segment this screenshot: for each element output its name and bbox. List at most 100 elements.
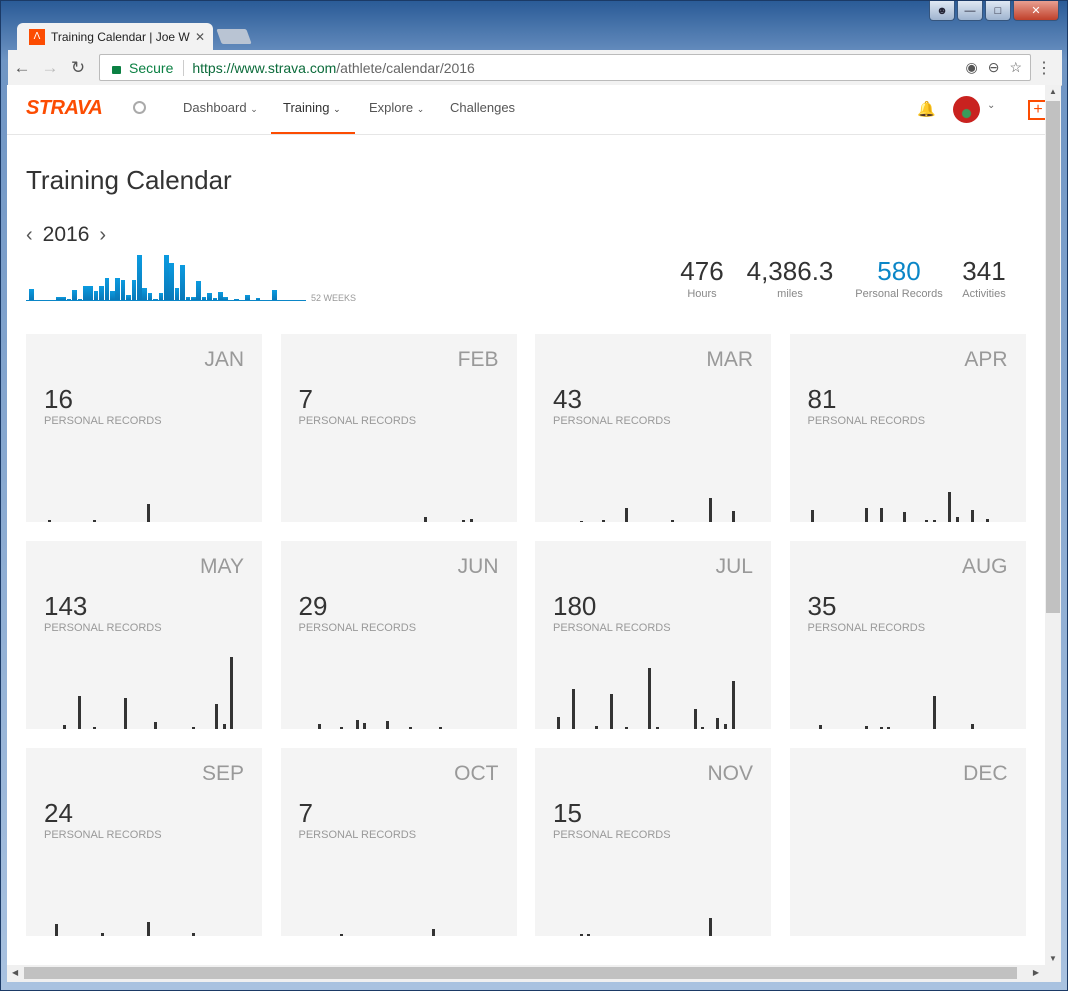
week-bar[interactable] <box>223 297 228 300</box>
month-card-jul[interactable]: JUL 180 PERSONAL RECORDS <box>535 541 771 729</box>
day-bar[interactable] <box>731 511 735 522</box>
day-bar[interactable] <box>932 520 936 522</box>
month-card-feb[interactable]: FEB 7 PERSONAL RECORDS <box>280 334 517 522</box>
week-bar[interactable] <box>120 280 126 300</box>
week-bar[interactable] <box>115 278 120 300</box>
month-card-jan[interactable]: JAN 16 PERSONAL RECORDS <box>26 334 262 522</box>
day-bar[interactable] <box>902 512 906 522</box>
day-bar[interactable] <box>731 681 735 729</box>
week-bar[interactable] <box>164 255 169 300</box>
day-bar[interactable] <box>230 657 234 729</box>
day-bar[interactable] <box>670 520 674 522</box>
zoom-icon[interactable]: ⊖ <box>987 59 1000 75</box>
scroll-left-icon[interactable]: ◀ <box>12 968 19 977</box>
day-bar[interactable] <box>587 934 591 936</box>
day-bar[interactable] <box>408 727 412 729</box>
day-bar[interactable] <box>970 510 974 522</box>
day-bar[interactable] <box>192 727 196 729</box>
week-bar[interactable] <box>201 297 207 300</box>
upload-plus-icon[interactable]: + <box>1028 100 1045 120</box>
previous-year-icon[interactable]: ‹ <box>26 223 33 246</box>
week-bar[interactable] <box>110 291 115 300</box>
day-bar[interactable] <box>340 934 344 936</box>
day-bar[interactable] <box>648 668 651 729</box>
address-bar[interactable]: Secure https://www.strava.com/athlete/ca… <box>99 54 1031 81</box>
day-bar[interactable] <box>932 696 936 729</box>
week-bar[interactable] <box>196 281 201 300</box>
month-card-apr[interactable]: APR 81 PERSONAL RECORDS <box>789 334 1026 522</box>
week-bar[interactable] <box>185 297 191 300</box>
day-bar[interactable] <box>625 727 629 729</box>
day-bar[interactable] <box>78 696 82 729</box>
day-bar[interactable] <box>602 520 606 522</box>
day-bar[interactable] <box>655 727 659 729</box>
day-bar[interactable] <box>192 933 196 936</box>
day-bar[interactable] <box>572 689 575 729</box>
week-bar[interactable] <box>218 292 223 300</box>
day-bar[interactable] <box>594 726 598 729</box>
day-bar[interactable] <box>579 521 583 522</box>
day-bar[interactable] <box>818 725 822 729</box>
day-bar[interactable] <box>439 727 443 729</box>
scroll-right-icon[interactable]: ▶ <box>1032 968 1039 977</box>
day-bar[interactable] <box>123 698 127 729</box>
day-bar[interactable] <box>724 724 727 729</box>
nav-challenges[interactable]: Challenges <box>450 100 515 115</box>
day-bar[interactable] <box>879 727 883 729</box>
user-icon[interactable]: ☻ <box>929 1 955 21</box>
day-bar[interactable] <box>625 508 629 522</box>
week-bar[interactable] <box>180 265 185 300</box>
nav-explore[interactable]: Explore ⌄ <box>369 100 424 115</box>
day-bar[interactable] <box>340 727 344 729</box>
bell-icon[interactable]: 🔔 <box>917 101 936 118</box>
forward-icon[interactable]: → <box>41 57 59 77</box>
maximize-button[interactable]: □ <box>985 1 1011 21</box>
week-bar[interactable] <box>272 290 277 300</box>
month-card-nov[interactable]: NOV 15 PERSONAL RECORDS <box>535 748 771 936</box>
day-bar[interactable] <box>385 721 389 729</box>
day-bar[interactable] <box>146 504 150 522</box>
week-bar[interactable] <box>93 291 99 300</box>
week-bar[interactable] <box>99 286 104 300</box>
month-card-mar[interactable]: MAR 43 PERSONAL RECORDS <box>535 334 771 522</box>
day-bar[interactable] <box>701 727 705 729</box>
day-bar[interactable] <box>423 517 427 522</box>
week-bar[interactable] <box>72 290 77 300</box>
nav-dashboard[interactable]: Dashboard ⌄ <box>183 100 258 115</box>
horizontal-scrollbar[interactable]: ◀ ▶ <box>7 965 1061 982</box>
day-bar[interactable] <box>101 933 104 936</box>
scrollbar-thumb[interactable] <box>24 967 1017 979</box>
day-bar[interactable] <box>363 723 367 729</box>
week-bar[interactable] <box>83 286 88 300</box>
strava-logo[interactable]: STRAVA <box>26 97 103 119</box>
day-bar[interactable] <box>47 520 51 522</box>
reload-icon[interactable]: ↻ <box>70 57 86 77</box>
scroll-down-icon[interactable]: ▼ <box>1049 954 1057 963</box>
day-bar[interactable] <box>864 726 868 729</box>
week-bar[interactable] <box>66 299 72 300</box>
close-tab-icon[interactable]: ✕ <box>194 29 205 44</box>
back-icon[interactable]: ← <box>13 57 31 77</box>
week-bar[interactable] <box>191 297 196 300</box>
menu-icon[interactable]: ⋮ <box>1036 60 1052 77</box>
day-bar[interactable] <box>469 519 473 522</box>
day-bar[interactable] <box>986 519 990 522</box>
nav-training[interactable]: Training ⌄ <box>283 100 341 115</box>
week-bar[interactable] <box>158 293 164 300</box>
day-bar[interactable] <box>925 520 929 522</box>
scroll-up-icon[interactable]: ▲ <box>1049 87 1057 96</box>
day-bar[interactable] <box>955 517 959 522</box>
minimize-button[interactable]: — <box>957 1 983 21</box>
week-bar[interactable] <box>255 298 261 300</box>
day-bar[interactable] <box>93 520 97 522</box>
week-bar[interactable] <box>147 293 153 300</box>
week-bar[interactable] <box>56 297 61 300</box>
avatar[interactable] <box>953 96 980 123</box>
day-bar[interactable] <box>708 498 712 522</box>
scrollbar-thumb[interactable] <box>1046 101 1060 613</box>
chevron-down-icon[interactable]: ⌄ <box>987 100 996 111</box>
week-bar[interactable] <box>29 289 34 300</box>
day-bar[interactable] <box>63 725 66 729</box>
week-bar[interactable] <box>104 278 110 300</box>
day-bar[interactable] <box>146 922 150 936</box>
